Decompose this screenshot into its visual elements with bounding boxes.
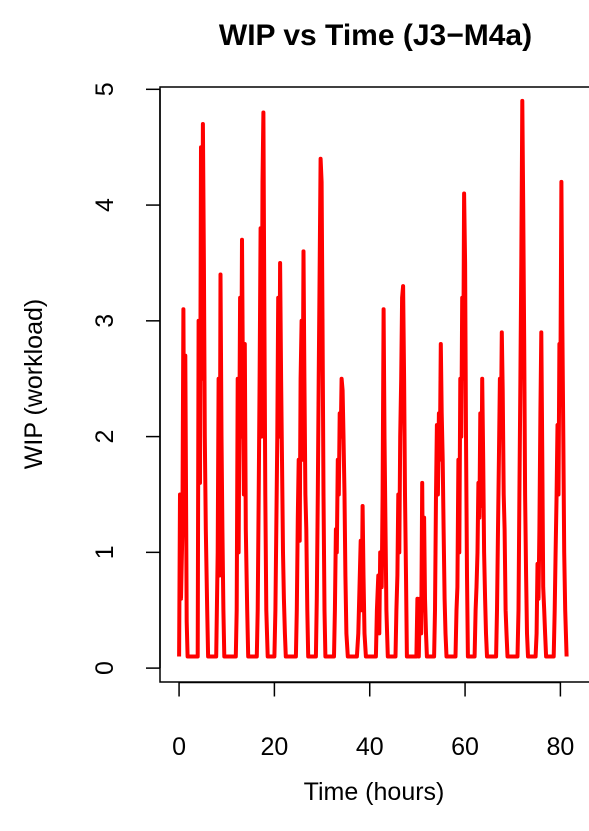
x-tick-label: 80 [546, 733, 574, 761]
chart-title: WIP vs Time (J3−M4a) [219, 19, 532, 52]
wip-series-line-0 [177, 98, 569, 659]
x-tick-label: 60 [451, 733, 479, 761]
x-tick-label: 40 [356, 733, 384, 761]
x-axis-label: Time (hours) [304, 778, 445, 806]
y-axis-label: WIP (workload) [20, 299, 48, 469]
y-tick-label: 4 [91, 198, 119, 212]
y-axis: 0 1 2 3 4 5 [91, 82, 161, 675]
y-tick-label: 2 [91, 430, 119, 444]
y-tick-label: 1 [91, 545, 119, 559]
y-tick-label: 5 [91, 82, 119, 96]
x-axis: 0 20 40 60 80 [172, 681, 574, 761]
y-tick-label: 0 [91, 661, 119, 675]
x-tick-label: 0 [172, 733, 186, 761]
x-tick-label: 20 [260, 733, 288, 761]
data-layer [177, 98, 569, 659]
y-tick-label: 3 [91, 314, 119, 328]
